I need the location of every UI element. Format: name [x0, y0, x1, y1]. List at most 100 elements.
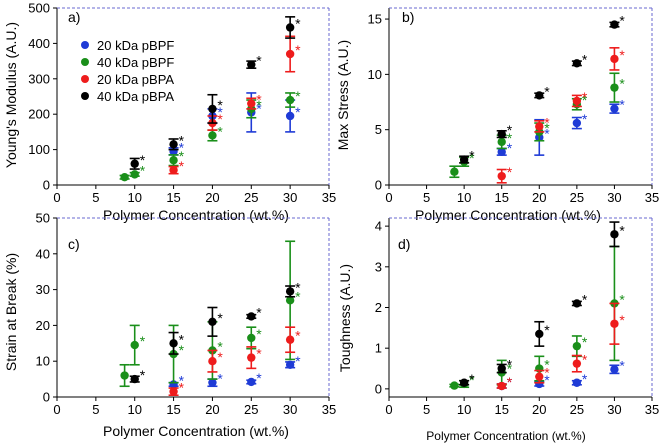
- significance-marker-20-kda-pbpf: *: [217, 104, 223, 120]
- data-point-20-kda-pbpa: [610, 54, 619, 64]
- panel-c: c) Polymer Concentration (wt.%) Strain a…: [3, 211, 336, 440]
- significance-marker-20-kda-pbpf: *: [619, 357, 625, 373]
- significance-marker-40-kda-pbpf: *: [295, 88, 301, 104]
- significance-marker-20-kda-pbpa: *: [582, 352, 588, 368]
- legend-label-20kda-pbpf: 20 kDa pBPF: [97, 38, 174, 53]
- x-tick-label: 0: [385, 190, 392, 205]
- significance-marker-20-kda-pbpa: *: [217, 349, 223, 365]
- significance-marker-20-kda-pbpa: *: [217, 111, 223, 127]
- x-tick-label: 5: [92, 402, 99, 417]
- significance-marker-40-kda-pbpf: *: [582, 92, 588, 108]
- x-tick-label: 10: [127, 402, 141, 417]
- data-point-20-kda-pbpa: [610, 319, 619, 328]
- data-point-40-kda-pbpf: [130, 170, 139, 179]
- significance-marker-40-kda-pbpa: *: [544, 83, 550, 99]
- significance-marker-40-kda-pbpa: *: [507, 122, 513, 138]
- x-tick-label: 30: [283, 402, 297, 417]
- panel-label: b): [402, 9, 414, 25]
- y-tick-label: 0: [375, 178, 382, 193]
- x-tick-label: 25: [570, 190, 584, 205]
- x-tick-label: 20: [532, 190, 546, 205]
- significance-marker-40-kda-pbpf: *: [507, 361, 513, 377]
- data-point-40-kda-pbpa: [130, 159, 139, 168]
- y-tick-label: 0: [43, 390, 50, 405]
- significance-marker-40-kda-pbpa: *: [295, 15, 301, 31]
- data-point-40-kda-pbpf: [120, 173, 129, 182]
- x-tick-label: 35: [322, 190, 336, 205]
- x-tick-label: 35: [645, 190, 659, 205]
- significance-marker-40-kda-pbpf: *: [256, 97, 262, 113]
- significance-marker-20-kda-pbpf: *: [179, 372, 185, 388]
- data-point-40-kda-pbpa: [497, 129, 506, 139]
- legend-marker-40kda-pbpa: [81, 92, 89, 100]
- legend-marker-20kda-pbpa: [81, 75, 89, 83]
- significance-marker-20-kda-pbpa: *: [619, 47, 625, 63]
- data-point-20-kda-pbpa: [497, 171, 506, 181]
- data-point-40-kda-pbpa: [169, 339, 178, 348]
- data-point-20-kda-pbpa: [572, 359, 582, 368]
- significance-marker-40-kda-pbpf: *: [217, 123, 223, 139]
- significance-marker-40-kda-pbpf: *: [217, 338, 223, 354]
- significance-marker-40-kda-pbpa: *: [619, 222, 625, 238]
- data-point-40-kda-pbpa: [459, 155, 469, 164]
- y-tick-label: 1: [375, 341, 382, 356]
- x-tick-label: 25: [244, 402, 258, 417]
- x-tick-label: 30: [607, 402, 621, 417]
- data-point-20-kda-pbpa: [169, 165, 178, 175]
- y-tick-label: 50: [36, 211, 50, 226]
- data-point-20-kda-pbpa: [535, 372, 544, 381]
- significance-marker-40-kda-pbpf: *: [544, 120, 550, 136]
- data-point-20-kda-pbpa: [169, 387, 178, 396]
- x-tick-label: 30: [607, 190, 621, 205]
- y-tick-label: 300: [28, 71, 50, 86]
- x-tick-label: 0: [385, 402, 392, 417]
- significance-marker-40-kda-pbpa: *: [217, 310, 223, 326]
- x-tick-label: 35: [645, 402, 659, 417]
- data-point-40-kda-pbpa: [610, 20, 619, 29]
- y-tick-label: 15: [368, 12, 382, 27]
- data-point-20-kda-pbpa: [285, 335, 295, 344]
- data-point-20-kda-pbpf: [285, 111, 295, 121]
- significance-marker-40-kda-pbpf: *: [507, 130, 513, 146]
- y-axis-label: Strain at Break (%): [3, 253, 19, 371]
- data-point-40-kda-pbpf: [572, 341, 582, 351]
- data-point-20-kda-pbpf: [535, 379, 544, 389]
- y-tick-label: 10: [368, 67, 382, 82]
- y-axis-label: Young's Modulus (A.U.): [3, 22, 19, 168]
- significance-marker-40-kda-pbpa: *: [217, 97, 223, 113]
- significance-marker-40-kda-pbpf: *: [179, 148, 185, 164]
- y-tick-label: 10: [36, 354, 50, 369]
- x-tick-label: 25: [244, 190, 258, 205]
- significance-marker-40-kda-pbpa: *: [179, 132, 185, 148]
- significance-marker-20-kda-pbpa: *: [507, 164, 513, 180]
- significance-marker-20-kda-pbpf: *: [217, 371, 223, 387]
- x-tick-label: 15: [166, 190, 180, 205]
- significance-marker-40-kda-pbpf: *: [179, 342, 185, 358]
- data-point-40-kda-pbpf: [497, 137, 506, 147]
- data-point-40-kda-pbpa: [208, 317, 217, 327]
- significance-marker-20-kda-pbpa: *: [295, 42, 301, 58]
- significance-marker-40-kda-pbpf: *: [582, 334, 588, 350]
- data-point-40-kda-pbpa: [169, 140, 178, 149]
- x-tick-label: 0: [53, 402, 60, 417]
- data-point-40-kda-pbpf: [169, 156, 178, 165]
- x-tick-label: 15: [166, 402, 180, 417]
- significance-marker-20-kda-pbpa: *: [544, 114, 550, 130]
- significance-marker-20-kda-pbpf: *: [256, 100, 262, 116]
- data-point-20-kda-pbpf: [247, 377, 256, 387]
- data-point-20-kda-pbpa: [208, 357, 217, 366]
- y-tick-label: 5: [375, 122, 382, 137]
- significance-marker-20-kda-pbpf: *: [507, 374, 513, 390]
- panel-label: c): [68, 236, 80, 252]
- significance-marker-20-kda-pbpa: *: [507, 374, 513, 390]
- y-tick-label: 4: [375, 219, 382, 234]
- significance-marker-40-kda-pbpa: *: [295, 279, 301, 295]
- x-tick-label: 0: [53, 190, 60, 205]
- y-tick-label: 0: [375, 381, 382, 396]
- y-tick-label: 0: [43, 178, 50, 193]
- legend-marker-40kda-pbpf: [81, 58, 89, 66]
- data-point-40-kda-pbpf: [285, 296, 295, 305]
- x-tick-label: 15: [494, 190, 508, 205]
- data-point-20-kda-pbpf: [610, 104, 619, 113]
